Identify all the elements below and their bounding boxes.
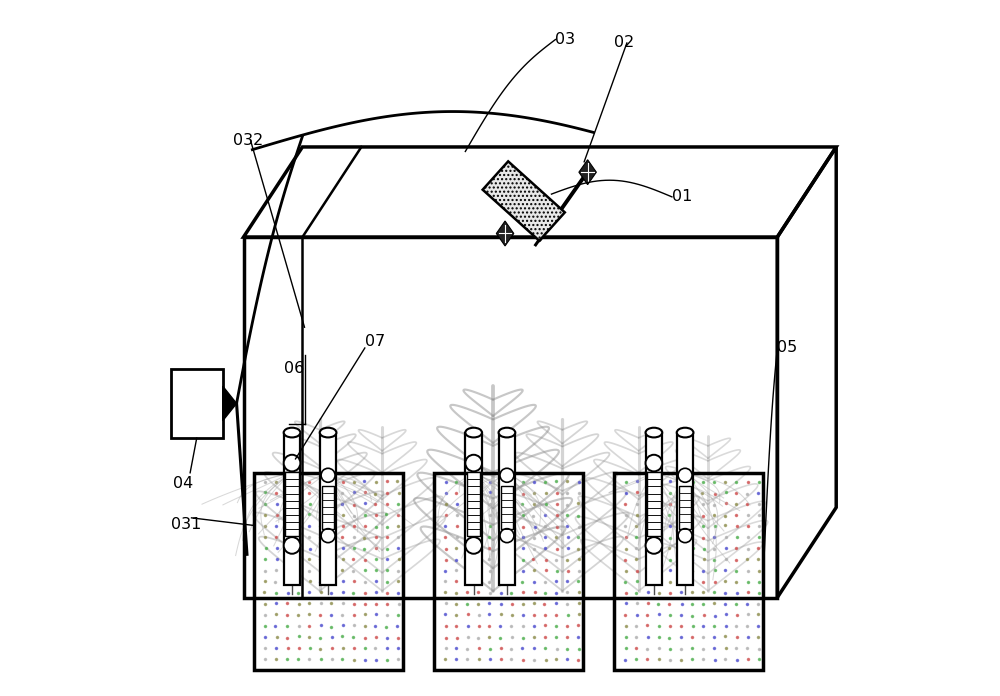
Polygon shape (579, 159, 596, 184)
Polygon shape (483, 161, 565, 241)
Bar (322, 486, 334, 529)
Text: 032: 032 (233, 132, 263, 148)
Ellipse shape (284, 428, 300, 437)
Text: 05: 05 (777, 340, 798, 356)
Circle shape (646, 537, 662, 554)
Bar (647, 472, 661, 537)
Text: 02: 02 (614, 35, 635, 51)
Circle shape (678, 468, 692, 482)
Text: 04: 04 (173, 475, 193, 491)
Bar (499, 433, 515, 585)
Ellipse shape (646, 428, 662, 437)
Circle shape (465, 454, 482, 471)
Bar (467, 472, 480, 537)
Circle shape (321, 468, 335, 482)
Text: 07: 07 (365, 333, 385, 349)
Text: 03: 03 (555, 32, 576, 47)
Bar (677, 433, 693, 585)
Bar (284, 433, 300, 585)
Ellipse shape (677, 428, 693, 437)
Circle shape (465, 537, 482, 554)
Bar (320, 433, 336, 585)
Text: 01: 01 (672, 189, 692, 205)
Circle shape (678, 529, 692, 543)
Ellipse shape (320, 428, 336, 437)
Ellipse shape (499, 428, 515, 437)
Circle shape (321, 529, 335, 543)
Bar (171, 369, 223, 438)
Polygon shape (496, 221, 514, 246)
Circle shape (284, 537, 300, 554)
Bar (501, 486, 513, 529)
Bar (285, 472, 299, 537)
Circle shape (500, 468, 514, 482)
Circle shape (646, 454, 662, 471)
Text: 031: 031 (171, 517, 201, 532)
Bar (646, 433, 662, 585)
Polygon shape (223, 386, 237, 421)
Ellipse shape (465, 428, 482, 437)
Text: 06: 06 (284, 361, 304, 377)
Bar (465, 433, 482, 585)
Circle shape (500, 529, 514, 543)
Bar (679, 486, 691, 529)
Circle shape (284, 454, 300, 471)
